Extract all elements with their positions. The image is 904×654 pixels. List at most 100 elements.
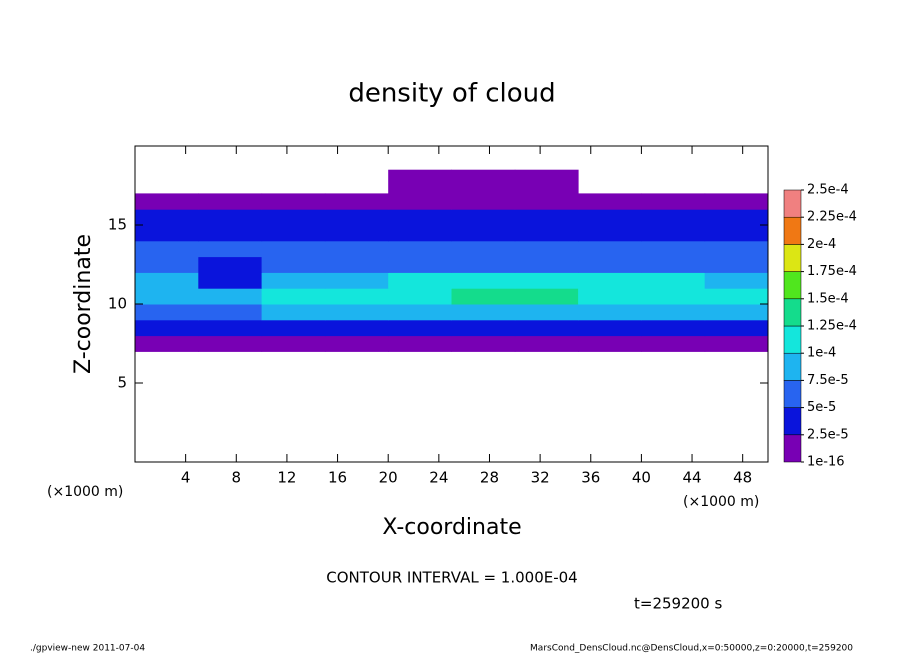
heat-cell <box>198 288 263 305</box>
heat-cell <box>451 240 516 258</box>
heat-cell <box>704 209 769 226</box>
heat-cell <box>578 225 642 242</box>
colorbar-label: 2.25e-4 <box>807 210 857 225</box>
heat-cell <box>641 319 706 337</box>
heat-cell <box>451 304 516 321</box>
heat-cell <box>198 209 263 226</box>
heat-cell <box>135 193 199 210</box>
heat-cell <box>514 272 579 289</box>
heat-cell <box>198 240 263 258</box>
heat-cell <box>451 288 516 305</box>
heat-cell <box>704 225 769 242</box>
colorbar-box <box>783 407 802 436</box>
heat-cell <box>324 240 389 258</box>
heat-cell <box>261 240 326 258</box>
heat-cell <box>514 169 579 194</box>
heat-cell <box>324 335 389 352</box>
heat-cell <box>198 225 263 242</box>
heat-cell <box>641 272 706 289</box>
colorbar-label: 1e-4 <box>807 346 836 361</box>
colorbar-box <box>783 325 802 354</box>
heat-cell <box>388 169 452 194</box>
heat-cell <box>578 193 642 210</box>
heat-cell <box>641 209 706 226</box>
heat-cell <box>514 193 579 210</box>
heat-cell <box>324 272 389 289</box>
colorbar-box <box>783 244 802 272</box>
heat-cell <box>261 193 326 210</box>
heat-cell <box>388 304 452 321</box>
heat-cell <box>261 256 326 273</box>
heat-cell <box>641 288 706 305</box>
heat-cell <box>704 240 769 258</box>
heat-cell <box>135 225 199 242</box>
time-note: t=259200 s <box>634 595 722 613</box>
x-tick-label: 48 <box>733 469 752 487</box>
colorbar-box <box>783 380 802 408</box>
x-unit-right: (×1000 m) <box>683 494 759 510</box>
x-tick-label: 36 <box>581 469 600 487</box>
heat-cell <box>451 169 516 194</box>
heat-cell <box>578 240 642 258</box>
heat-cell <box>324 193 389 210</box>
colorbar-box <box>783 271 802 300</box>
colorbar-box <box>783 189 802 218</box>
contour-note: CONTOUR INTERVAL = 1.000E-04 <box>326 569 577 587</box>
x-tick-label: 8 <box>232 469 242 487</box>
x-tick-label: 24 <box>429 469 448 487</box>
heat-cell <box>135 209 199 226</box>
heat-cell <box>135 335 199 352</box>
heat-cell <box>135 240 199 258</box>
heat-cell <box>388 335 452 352</box>
heat-cell <box>198 256 263 273</box>
footer-left: ./gpview-new 2011-07-04 <box>30 644 145 654</box>
heat-cell <box>641 304 706 321</box>
colorbar-box <box>783 352 802 381</box>
x-tick-label: 44 <box>682 469 701 487</box>
heat-cell <box>261 209 326 226</box>
heat-cell <box>514 209 579 226</box>
heat-cell <box>451 209 516 226</box>
colorbar-box <box>783 434 802 463</box>
heat-cell <box>704 304 769 321</box>
heat-cell <box>514 225 579 242</box>
heat-cell <box>514 335 579 352</box>
heat-cell <box>198 335 263 352</box>
heat-cell <box>261 272 326 289</box>
heat-cell <box>641 335 706 352</box>
colorbar-label: 5e-5 <box>807 400 836 415</box>
heat-cell <box>388 193 452 210</box>
colorbar-label: 7.5e-5 <box>807 373 849 388</box>
heat-cell <box>704 193 769 210</box>
chart-title: density of cloud <box>348 79 555 109</box>
heat-cell <box>324 256 389 273</box>
heat-cell <box>514 288 579 305</box>
heat-cell <box>514 304 579 321</box>
heat-cell <box>578 209 642 226</box>
colorbar-label: 1e-16 <box>807 455 845 470</box>
heat-cell <box>261 304 326 321</box>
colorbar-label: 1.5e-4 <box>807 291 849 306</box>
x-tick-label: 32 <box>531 469 550 487</box>
y-tick-label: 15 <box>108 216 127 234</box>
heat-cell <box>135 288 199 305</box>
heat-cell <box>641 256 706 273</box>
heat-cell <box>324 288 389 305</box>
x-tick-label: 40 <box>632 469 651 487</box>
heat-cell <box>578 335 642 352</box>
heat-cell <box>388 288 452 305</box>
heat-cell <box>198 272 263 289</box>
heat-cell <box>324 319 389 337</box>
colorbar-label: 2e-4 <box>807 237 836 252</box>
y-tick-label: 10 <box>108 295 127 313</box>
heat-cell <box>198 193 263 210</box>
heat-cell <box>704 256 769 273</box>
heat-cell <box>135 304 199 321</box>
heat-cell <box>578 256 642 273</box>
colorbar-label: 2.5e-5 <box>807 427 849 442</box>
colorbar-label: 1.25e-4 <box>807 319 857 334</box>
heat-cell <box>135 319 199 337</box>
heat-cell <box>135 256 199 273</box>
heat-cell <box>578 272 642 289</box>
heat-cell <box>451 193 516 210</box>
